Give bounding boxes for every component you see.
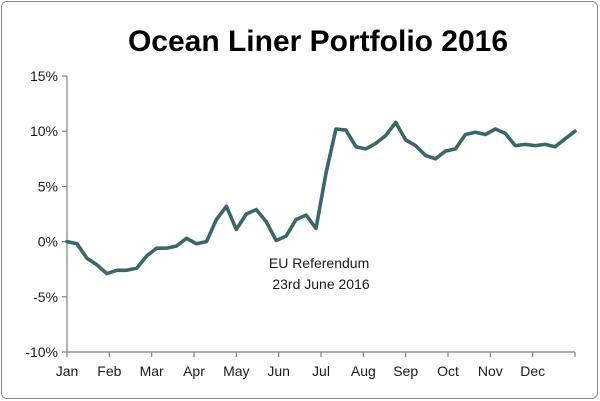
data-point bbox=[106, 272, 108, 275]
x-tick-label: May bbox=[223, 363, 249, 379]
data-point bbox=[574, 130, 576, 132]
data-point bbox=[76, 243, 78, 245]
data-point bbox=[86, 257, 88, 260]
data-point bbox=[365, 148, 367, 150]
data-point bbox=[295, 218, 297, 221]
data-point bbox=[205, 240, 208, 243]
x-tick-label: Oct bbox=[437, 363, 459, 379]
series-line bbox=[65, 120, 577, 276]
data-point bbox=[325, 172, 327, 174]
x-axis-ticks: Jan Feb Mar Apr May Jun Jul Aug Sep Oct Nov Dec bbox=[56, 352, 576, 379]
data-point bbox=[66, 240, 68, 243]
data-point bbox=[135, 267, 138, 269]
y-axis-ticks: 15% 10% 5% 0% -5% -10% bbox=[25, 68, 67, 360]
x-tick-label: Aug bbox=[351, 363, 376, 379]
y-tick-label: -10% bbox=[25, 344, 58, 360]
data-point bbox=[474, 131, 477, 134]
data-point bbox=[116, 269, 118, 272]
annotation-line-1: EU Referendum bbox=[269, 255, 369, 271]
data-point bbox=[355, 145, 357, 148]
data-point bbox=[424, 154, 427, 157]
data-point bbox=[235, 228, 238, 231]
data-point bbox=[96, 264, 98, 266]
x-tick-label: Jul bbox=[312, 363, 330, 379]
x-tick-label: Apr bbox=[183, 363, 205, 379]
x-tick-label: Dec bbox=[520, 363, 545, 379]
data-point bbox=[454, 148, 457, 150]
data-point bbox=[434, 158, 437, 160]
data-point bbox=[315, 227, 317, 230]
data-point bbox=[285, 235, 287, 237]
y-tick-label: 0% bbox=[38, 234, 58, 250]
x-tick-label: Jun bbox=[267, 363, 290, 379]
data-point bbox=[464, 133, 467, 136]
data-point bbox=[255, 208, 258, 211]
data-point bbox=[404, 139, 407, 141]
data-point bbox=[225, 205, 228, 208]
data-point bbox=[245, 213, 248, 215]
data-point bbox=[524, 143, 526, 146]
annotation: EU Referendum 23rd June 2016 bbox=[269, 255, 373, 292]
annotation-line-2: 23rd June 2016 bbox=[272, 276, 370, 292]
data-point bbox=[375, 142, 377, 145]
data-point bbox=[175, 245, 178, 247]
data-point bbox=[335, 128, 337, 130]
series-points bbox=[66, 121, 576, 275]
data-point bbox=[444, 150, 447, 152]
data-point bbox=[195, 243, 198, 245]
data-point bbox=[494, 128, 497, 130]
data-point bbox=[165, 247, 168, 249]
data-point bbox=[185, 237, 188, 240]
data-point bbox=[305, 214, 307, 216]
x-tick-label: Nov bbox=[478, 363, 503, 379]
y-tick-label: 15% bbox=[30, 68, 58, 84]
data-point bbox=[484, 133, 487, 136]
data-point bbox=[275, 239, 278, 242]
y-tick-label: -5% bbox=[33, 289, 58, 305]
data-point bbox=[544, 143, 546, 146]
data-point bbox=[155, 247, 158, 249]
x-tick-label: Sep bbox=[393, 363, 418, 379]
data-point bbox=[145, 255, 148, 257]
data-point bbox=[394, 121, 397, 124]
data-point bbox=[554, 145, 556, 148]
data-point bbox=[504, 132, 507, 135]
data-point bbox=[534, 144, 536, 147]
data-point bbox=[345, 129, 347, 131]
data-point bbox=[215, 218, 218, 221]
data-point bbox=[514, 144, 516, 147]
data-point bbox=[414, 144, 417, 147]
data-point bbox=[384, 134, 387, 137]
y-tick-label: 5% bbox=[38, 178, 58, 194]
x-tick-label: Feb bbox=[97, 363, 121, 379]
y-tick-label: 10% bbox=[30, 123, 58, 139]
data-point bbox=[265, 220, 268, 223]
data-point bbox=[126, 269, 128, 272]
x-tick-label: Jan bbox=[56, 363, 79, 379]
x-tick-label: Mar bbox=[140, 363, 164, 379]
data-point bbox=[564, 138, 566, 140]
chart-title: Ocean Liner Portfolio 2016 bbox=[128, 25, 508, 58]
